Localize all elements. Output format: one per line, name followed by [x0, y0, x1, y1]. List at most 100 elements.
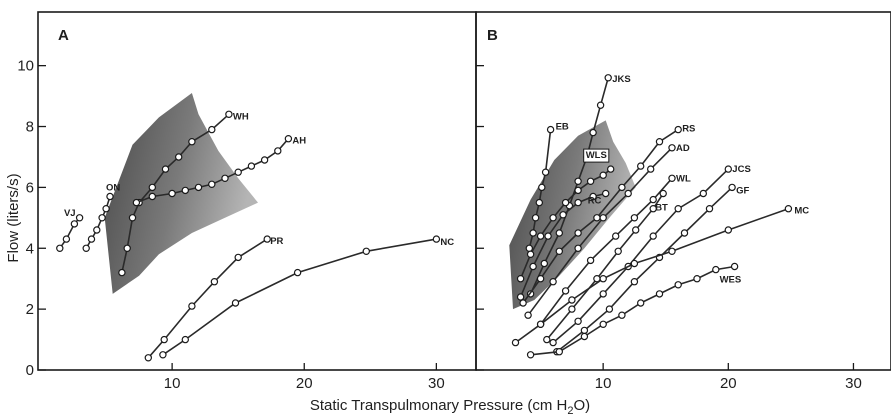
series-ad: AD: [524, 143, 690, 319]
series-label-vj: VJ: [64, 208, 76, 219]
data-point-jcs: [549, 338, 557, 347]
data-point-rs: [674, 125, 682, 134]
x-axis-label: Static Transpulmonary Pressure (cm H2O): [310, 397, 590, 415]
data-point-ah: [148, 192, 156, 201]
data-point-mc: [630, 259, 639, 268]
data-point-wl: [586, 256, 595, 265]
data-point-eb: [525, 244, 534, 252]
data-point-wl: [630, 214, 639, 222]
data-point-gf: [605, 305, 614, 313]
panel-a-plot: 10 20 30 0 2 4 6 8 10 WH AH VJ ON PR NC: [17, 58, 454, 392]
series-on: ON: [82, 183, 120, 252]
series-line-wh: [121, 113, 230, 273]
x-axis-label-subscript: 2: [567, 405, 573, 415]
panel-b-frame: [475, 11, 891, 371]
data-point-vj: [70, 220, 79, 228]
data-point-wls: [549, 214, 557, 222]
x-axis-label-end: O): [574, 397, 591, 414]
data-point-rc: [589, 192, 597, 201]
x-tick-label: 20: [720, 375, 737, 392]
data-point-rc: [559, 211, 567, 219]
data-point-eb: [538, 183, 546, 192]
data-point-ad: [549, 278, 557, 286]
data-point-ah: [194, 183, 203, 192]
data-point-wls: [561, 198, 570, 207]
series-line-mc: [515, 207, 789, 344]
y-tick-label: 8: [26, 119, 34, 136]
data-point-rc: [544, 232, 552, 240]
data-point-mc: [599, 275, 607, 283]
x-axis-label-main: Static Transpulmonary Pressure (cm H: [310, 397, 568, 414]
data-point-ah: [208, 180, 216, 188]
series-ah: AH: [132, 134, 306, 207]
series-label-eb: EB: [556, 122, 569, 133]
data-point-wls: [599, 171, 607, 179]
data-point-wls: [586, 177, 595, 185]
series-label-pr: PR: [270, 236, 283, 247]
data-point-rs: [536, 275, 545, 283]
series-rc: RC: [516, 189, 610, 301]
data-point-ah: [284, 134, 293, 143]
data-point-nc: [362, 247, 370, 255]
data-point-ah: [274, 147, 282, 155]
data-point-wl: [668, 174, 676, 182]
data-point-ad: [668, 144, 676, 152]
series-eb: EB: [525, 122, 569, 252]
x-tick-label: 30: [428, 375, 445, 392]
y-tick-label: 10: [17, 58, 34, 75]
data-point-bt: [632, 226, 640, 234]
data-point-wes: [693, 275, 701, 283]
data-point-ah: [132, 198, 141, 207]
data-point-wh: [225, 110, 233, 119]
data-point-pr: [144, 354, 152, 362]
data-point-eb: [541, 168, 550, 176]
data-point-ad: [624, 189, 632, 198]
data-point-bt: [614, 247, 622, 255]
data-point-wes: [637, 299, 645, 307]
x-tick-label: 10: [164, 375, 181, 392]
data-point-rs: [555, 247, 564, 255]
data-point-rc: [529, 262, 537, 271]
series-label-rs: RS: [682, 124, 695, 135]
series-line-gf: [556, 186, 733, 353]
data-point-wes: [712, 265, 720, 274]
data-point-jcs: [599, 290, 607, 298]
series-wls: WLS: [516, 148, 615, 283]
data-point-mc: [784, 204, 793, 213]
data-point-vj: [56, 244, 64, 252]
series-rs: RS: [519, 124, 695, 307]
data-point-pr: [234, 253, 242, 262]
series-label-rc: RC: [588, 196, 602, 207]
data-point-eb: [529, 229, 537, 237]
series-label-jcs: JCS: [732, 164, 750, 175]
series-label-mc: MC: [794, 206, 809, 217]
data-point-wh: [208, 125, 216, 134]
data-point-wl: [561, 287, 570, 295]
series-label-bt: BT: [655, 203, 668, 214]
series-bt: BT: [543, 189, 668, 344]
data-point-jcs: [649, 232, 657, 240]
series-label-wes: WES: [720, 275, 742, 286]
series-label-nc: NC: [440, 237, 454, 248]
data-point-mc: [568, 296, 576, 304]
data-point-nc: [231, 299, 240, 307]
series-mc: MC: [511, 204, 809, 347]
data-point-jks: [596, 101, 605, 109]
data-point-vj: [62, 235, 71, 243]
data-point-ah: [234, 168, 242, 176]
data-point-wh: [128, 214, 137, 222]
data-point-ah: [168, 189, 176, 198]
data-point-rc: [602, 189, 610, 198]
data-point-nc: [181, 335, 189, 344]
data-point-mc: [511, 338, 520, 347]
y-tick-label: 2: [26, 301, 34, 318]
data-point-wh: [118, 268, 126, 277]
data-point-rs: [637, 162, 645, 170]
data-point-jks: [540, 259, 549, 268]
data-point-pr: [160, 335, 168, 344]
data-point-nc: [159, 351, 167, 359]
data-point-gf: [680, 229, 689, 237]
data-point-rs: [593, 214, 601, 222]
series-line-vj: [59, 217, 81, 249]
data-point-wes: [555, 348, 564, 356]
